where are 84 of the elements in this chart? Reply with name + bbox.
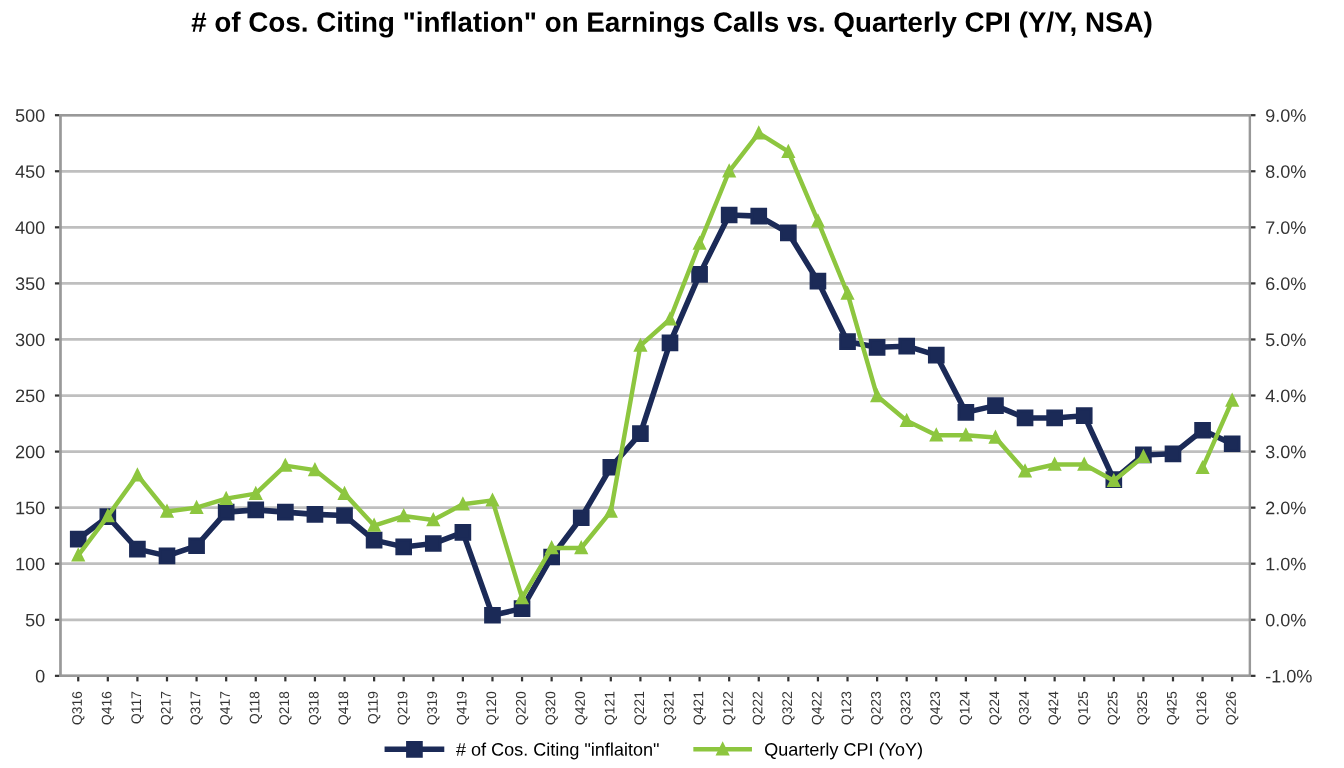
point bbox=[249, 487, 263, 500]
point bbox=[780, 224, 797, 242]
y2-tick-label: 3.0% bbox=[1265, 445, 1306, 459]
point bbox=[427, 513, 440, 527]
point bbox=[720, 206, 738, 224]
y-tick-label: 250 bbox=[15, 389, 45, 403]
y2-tick-label: 4.0% bbox=[1265, 389, 1306, 403]
point bbox=[219, 492, 233, 505]
point bbox=[129, 540, 146, 558]
y2-tick-label: 2.0% bbox=[1266, 501, 1306, 515]
point bbox=[750, 207, 768, 225]
point bbox=[782, 145, 795, 158]
point bbox=[188, 537, 205, 555]
y2-tick-label: 6.0% bbox=[1266, 277, 1306, 291]
point bbox=[927, 346, 945, 364]
point bbox=[1225, 394, 1239, 407]
point bbox=[1196, 461, 1209, 475]
point bbox=[160, 505, 174, 518]
point bbox=[691, 266, 708, 283]
point bbox=[811, 214, 825, 228]
point bbox=[632, 425, 649, 442]
point bbox=[1194, 421, 1211, 439]
legend-label: Quarterly CPI (YoY) bbox=[765, 742, 922, 760]
y2-tick-label: 5.0% bbox=[1265, 333, 1306, 347]
point bbox=[545, 541, 558, 555]
point bbox=[484, 606, 501, 624]
point bbox=[661, 334, 679, 352]
point bbox=[870, 389, 884, 403]
point bbox=[752, 126, 766, 140]
y-tick-label: 450 bbox=[15, 165, 45, 178]
point bbox=[868, 338, 886, 356]
point bbox=[515, 591, 529, 605]
point bbox=[604, 505, 618, 518]
y2-tick-label: 8.0% bbox=[1265, 165, 1306, 178]
point bbox=[1077, 458, 1091, 471]
y2-tick-label: 1.0% bbox=[1266, 557, 1306, 571]
point bbox=[308, 463, 322, 477]
y2-tick-label: -1.0% bbox=[1266, 669, 1312, 683]
y-tick-label: 350 bbox=[15, 277, 45, 291]
point bbox=[1018, 464, 1032, 478]
point bbox=[1016, 409, 1034, 427]
point bbox=[839, 333, 856, 351]
point bbox=[247, 501, 265, 519]
y2-tick-label: 9.0% bbox=[1266, 109, 1306, 122]
point bbox=[809, 272, 827, 290]
point bbox=[1046, 409, 1063, 427]
point bbox=[395, 538, 413, 556]
point bbox=[217, 503, 235, 521]
point bbox=[367, 519, 381, 532]
point bbox=[69, 530, 87, 548]
point bbox=[572, 509, 590, 527]
point bbox=[957, 404, 975, 421]
point bbox=[397, 509, 410, 523]
y2-tick-label: 7.0% bbox=[1266, 221, 1306, 235]
point bbox=[306, 506, 324, 523]
point bbox=[722, 165, 736, 178]
point bbox=[898, 337, 916, 355]
y-tick-label: 0 bbox=[35, 669, 45, 683]
y-tick-label: 150 bbox=[16, 501, 45, 515]
point bbox=[158, 547, 176, 565]
point bbox=[663, 313, 677, 326]
chart-title: # of Cos. Citing "inflation" on Earnings Calls vs. Quarterly CPI (Y/Y, NSA) bbox=[191, 11, 1152, 38]
legend-label: # of Cos. Citing "inflaiton" bbox=[456, 742, 659, 760]
point bbox=[1075, 407, 1093, 425]
point bbox=[1164, 445, 1182, 463]
y-tick-label: 500 bbox=[15, 109, 45, 122]
y2-tick-label: 0.0% bbox=[1265, 613, 1306, 627]
y-tick-label: 200 bbox=[15, 445, 45, 459]
point bbox=[424, 535, 442, 552]
y-tick-label: 50 bbox=[25, 613, 45, 627]
point bbox=[959, 429, 973, 442]
y-tick-label: 100 bbox=[16, 557, 45, 571]
point bbox=[71, 549, 85, 562]
point bbox=[131, 468, 144, 482]
point bbox=[574, 541, 588, 555]
point bbox=[987, 397, 1004, 414]
point bbox=[456, 498, 470, 511]
point bbox=[454, 523, 472, 541]
y-tick-label: 400 bbox=[15, 221, 45, 235]
y-tick-label: 300 bbox=[15, 333, 45, 347]
point bbox=[1223, 435, 1241, 453]
point bbox=[365, 531, 383, 549]
point bbox=[277, 503, 294, 521]
point bbox=[336, 507, 353, 524]
